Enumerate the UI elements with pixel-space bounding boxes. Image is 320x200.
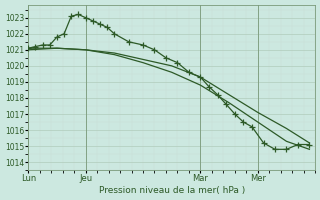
X-axis label: Pression niveau de la mer( hPa ): Pression niveau de la mer( hPa ): [99, 186, 245, 195]
